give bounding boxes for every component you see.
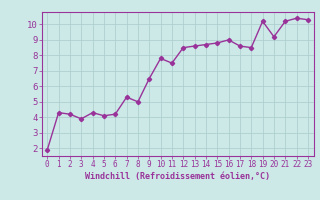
X-axis label: Windchill (Refroidissement éolien,°C): Windchill (Refroidissement éolien,°C) <box>85 172 270 181</box>
